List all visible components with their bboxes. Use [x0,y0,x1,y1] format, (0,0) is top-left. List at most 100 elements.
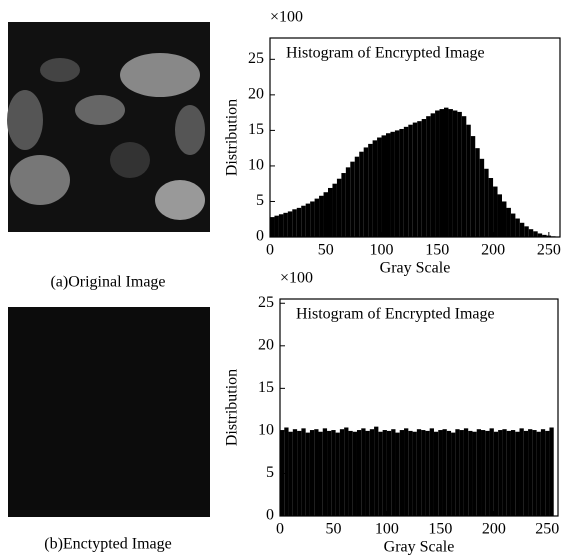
bar [480,159,484,237]
bar [438,430,442,516]
bar [318,432,322,516]
bar [417,121,421,237]
bar [443,429,447,516]
bar [533,231,537,237]
y-tick-label: 20 [248,86,264,103]
bar [425,431,429,516]
bar [472,432,476,516]
bar [284,427,288,516]
bar [289,432,293,516]
chart-title: Histogram of Encrypted Image [296,306,495,323]
bar [292,209,296,237]
bar [386,133,390,237]
bar [451,433,455,516]
image-caption: (a)Original Image [50,274,165,291]
bar [348,431,352,516]
bar [340,429,344,516]
bar [477,429,481,516]
bar [279,214,283,237]
bar [462,116,466,237]
y-tick-label: 20 [258,336,274,353]
bar [297,431,301,516]
bar [413,123,417,237]
y-tick-label: 15 [258,379,274,396]
bar [498,194,502,237]
bar [323,428,327,516]
bar [502,429,506,516]
x-tick-label: 100 [370,242,394,259]
y-tick-label: 10 [248,157,264,174]
bar [464,428,468,516]
bar [359,152,363,237]
bar [511,430,515,516]
bar [404,428,408,516]
bar [524,431,528,516]
bar [489,178,493,237]
bar [481,430,485,516]
original-image [7,22,210,232]
bar [378,432,382,516]
bar [399,129,403,237]
bar [493,187,497,237]
bar [541,429,545,516]
bar [331,430,335,516]
y-tick-label: 0 [266,507,274,524]
encrypted-image [8,307,210,517]
bar [283,213,287,237]
y-tick-label: 5 [256,192,264,209]
bar [310,430,314,516]
bar [344,427,348,516]
bar [336,433,340,516]
x-tick-label: 0 [266,242,274,259]
bar [387,431,391,516]
y-tick-label: 5 [266,464,274,481]
bar [391,429,395,516]
bar [471,136,475,237]
bar [346,167,350,237]
x-tick-label: 200 [482,521,506,538]
x-tick-label: 200 [481,242,505,259]
x-tick-label: 150 [425,242,449,259]
bar [310,201,314,237]
bar [448,109,452,237]
bar [341,173,345,237]
bar [293,429,297,516]
bar [270,217,274,237]
x-tick-label: 100 [375,521,399,538]
bar [355,157,359,237]
x-tick-label: 250 [535,521,559,538]
bar [274,216,278,237]
figure: (a)Original Image (b)Enctypted Image 0 5 1… [0,0,566,558]
y-tick-label: 10 [258,422,274,439]
image-caption: (b)Enctypted Image [44,536,172,553]
bar [297,208,301,237]
bar [524,226,528,237]
bar [537,432,541,516]
x-axis-label: Gray Scale [380,260,451,277]
bar [377,138,381,238]
bar [532,430,536,516]
y-multiplier: ×100 [270,9,303,26]
x-tick-label: 250 [537,242,561,259]
bar [373,140,377,237]
x-axis-label: Gray Scale [384,539,455,556]
bar [422,119,426,237]
bar [361,428,365,516]
bar [408,431,412,516]
bar [435,110,439,237]
bar [484,169,488,237]
y-tick-label: 25 [248,50,264,67]
bar [440,109,444,237]
bar [314,429,318,516]
bar [457,112,461,237]
bar [549,427,553,516]
bar [337,179,341,237]
bar [404,127,408,237]
bar [468,431,472,516]
bar [511,214,515,237]
x-tick-label: 50 [318,242,334,259]
bar [460,430,464,516]
bar [431,113,435,237]
bar [368,144,372,237]
bar [366,431,370,516]
